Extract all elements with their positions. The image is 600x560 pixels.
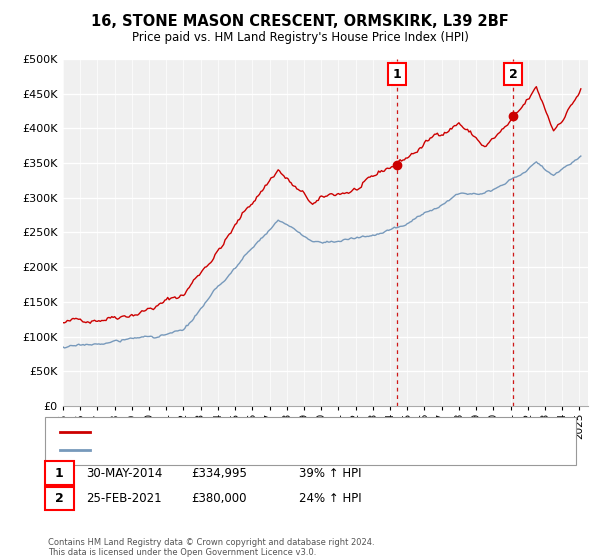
Text: 1: 1 [55, 466, 64, 480]
Text: 2: 2 [509, 68, 517, 81]
Text: 39% ↑ HPI: 39% ↑ HPI [299, 466, 361, 480]
Text: 1: 1 [392, 68, 401, 81]
Text: 25-FEB-2021: 25-FEB-2021 [86, 492, 161, 505]
Text: 2: 2 [55, 492, 64, 505]
Text: Contains HM Land Registry data © Crown copyright and database right 2024.
This d: Contains HM Land Registry data © Crown c… [48, 538, 374, 557]
Text: £380,000: £380,000 [191, 492, 247, 505]
Text: 16, STONE MASON CRESCENT, ORMSKIRK, L39 2BF (detached house): 16, STONE MASON CRESCENT, ORMSKIRK, L39 … [96, 427, 476, 437]
Text: £334,995: £334,995 [191, 466, 247, 480]
Text: 30-MAY-2014: 30-MAY-2014 [86, 466, 162, 480]
Text: 24% ↑ HPI: 24% ↑ HPI [299, 492, 361, 505]
Text: HPI: Average price, detached house, West Lancashire: HPI: Average price, detached house, West… [96, 445, 388, 455]
Text: Price paid vs. HM Land Registry's House Price Index (HPI): Price paid vs. HM Land Registry's House … [131, 31, 469, 44]
Text: 16, STONE MASON CRESCENT, ORMSKIRK, L39 2BF: 16, STONE MASON CRESCENT, ORMSKIRK, L39 … [91, 14, 509, 29]
